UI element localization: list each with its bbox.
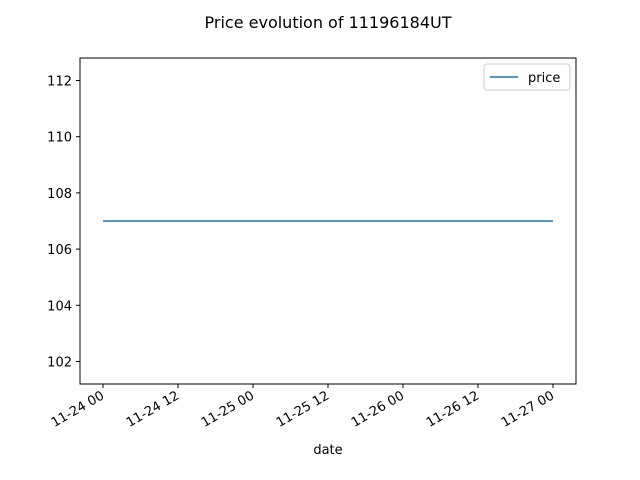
x-tick-label: 11-24 12 bbox=[124, 388, 182, 430]
y-tick-label: 108 bbox=[47, 187, 72, 202]
legend: price bbox=[483, 63, 571, 91]
y-tick-label: 110 bbox=[47, 131, 72, 146]
legend-box bbox=[483, 63, 571, 91]
y-tick-label: 104 bbox=[47, 299, 72, 314]
x-tick-label: 11-25 12 bbox=[274, 388, 332, 430]
y-tick-label: 112 bbox=[47, 74, 72, 89]
x-tick-label: 11-26 00 bbox=[349, 388, 407, 430]
x-tick-label: 11-24 00 bbox=[49, 388, 107, 430]
chart-title: Price evolution of 11196184UT bbox=[205, 13, 452, 32]
x-tick-label: 11-25 00 bbox=[199, 388, 257, 430]
plot-frame bbox=[79, 57, 577, 385]
x-tick-label: 11-27 00 bbox=[499, 388, 557, 430]
y-tick-label: 102 bbox=[47, 356, 72, 371]
x-axis-label: date bbox=[313, 443, 342, 458]
legend-label: price bbox=[528, 71, 560, 86]
x-tick-label: 11-26 12 bbox=[424, 388, 482, 430]
plot-area: 102 104 106 108 110 112 11-24 00 11-24 12 11-25 … bbox=[47, 57, 577, 431]
y-tick-label: 106 bbox=[47, 243, 72, 258]
